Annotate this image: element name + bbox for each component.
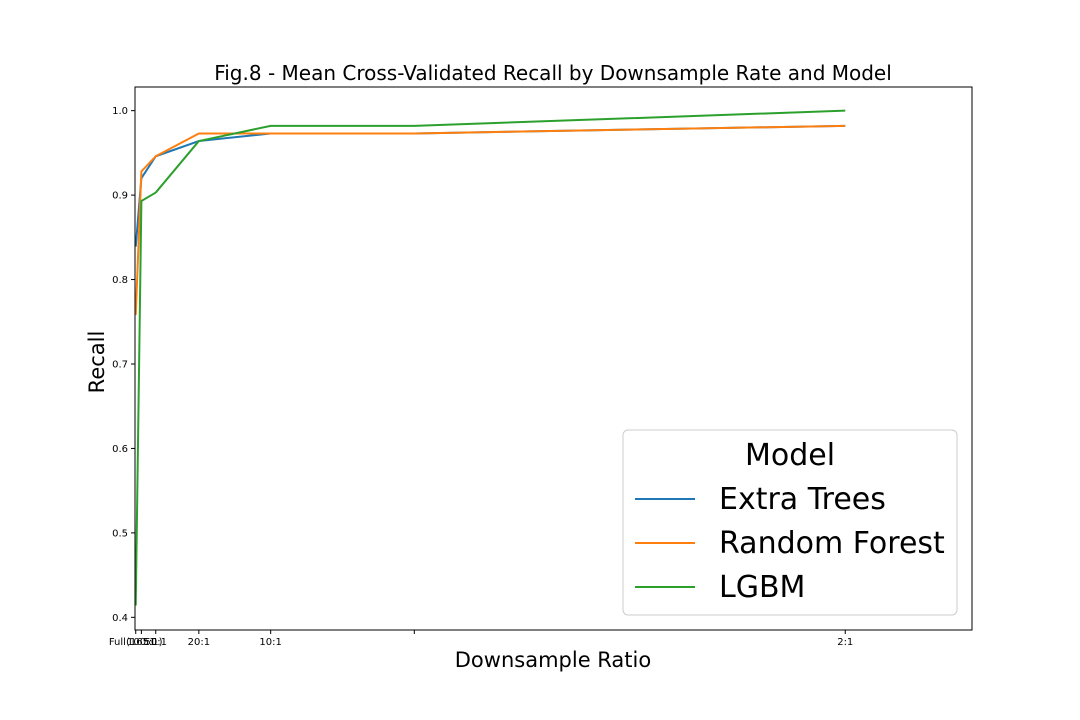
legend-label: LGBM — [719, 570, 805, 605]
y-tick-label: 0.7 — [112, 359, 128, 370]
x-axis-title: Downsample Ratio — [455, 648, 651, 672]
x-tick-label: 20:1 — [188, 637, 210, 648]
y-tick-label: 0.4 — [112, 613, 128, 624]
x-tick-label: 100:1 — [127, 637, 156, 648]
legend-title: Model — [745, 438, 835, 473]
series-line-lgbm — [134, 109, 846, 606]
plot-area — [134, 109, 846, 606]
y-tick-label: 0.8 — [112, 275, 128, 286]
x-tick-label: 2:1 — [837, 637, 853, 648]
y-axis: 0.4 0.5 0.6 0.7 0.8 0.9 1.0 — [112, 106, 135, 624]
y-tick-label: 0.6 — [112, 444, 128, 455]
chart-title: Fig.8 - Mean Cross-Validated Recall by D… — [214, 61, 892, 85]
x-axis: Full(165:1)100:150:1 20:1 10:1 2:1 — [109, 630, 853, 648]
x-tick-label: 10:1 — [259, 637, 281, 648]
plot-frame — [134, 86, 973, 631]
legend: Model Extra Trees Random Forest LGBM — [622, 429, 958, 616]
legend-label: Extra Trees — [719, 482, 886, 517]
x-tick-label: 50:1 — [145, 637, 167, 648]
x-tick-label: Full(165:1) — [109, 637, 163, 648]
y-tick-label: 0.9 — [112, 191, 128, 202]
y-tick-label: 0.5 — [112, 528, 128, 539]
y-tick-label: 1.0 — [112, 106, 128, 117]
y-axis-title: Recall — [85, 331, 109, 394]
series-line-random-forest — [134, 124, 846, 316]
legend-box — [622, 429, 958, 616]
legend-label: Random Forest — [719, 526, 945, 561]
